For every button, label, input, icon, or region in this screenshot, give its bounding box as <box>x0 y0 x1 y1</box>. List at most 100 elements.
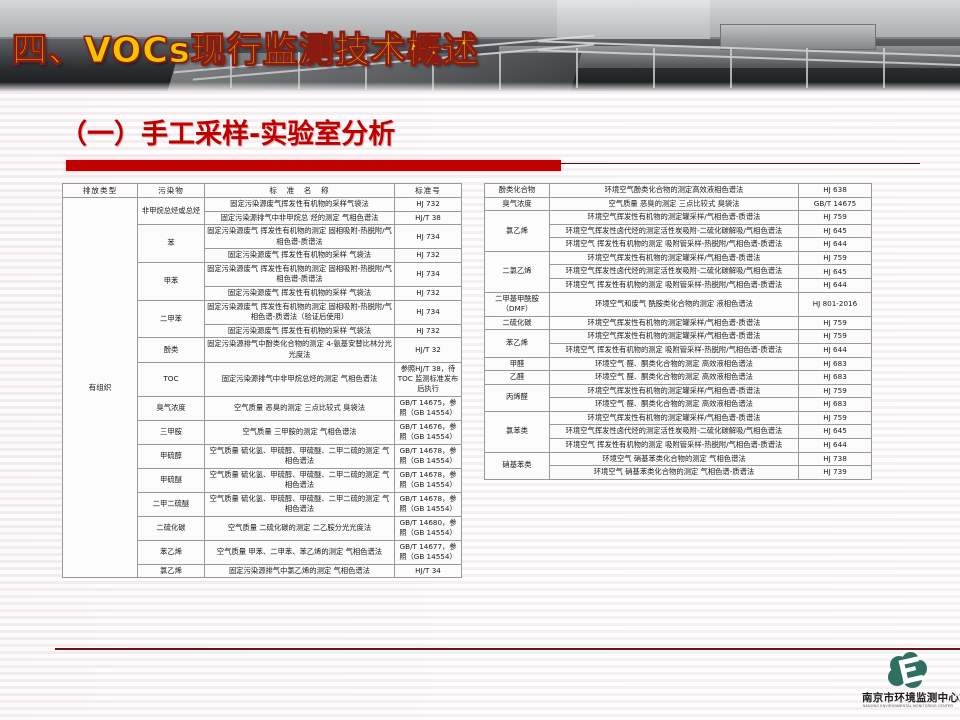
cell-standard-number: HJ 759 <box>798 410 872 426</box>
cell-standard-name: 环境空气挥发性有机物的测定罐采样/气相色谱-质谱法 <box>549 410 799 426</box>
title-underline-thin <box>561 163 920 164</box>
cell-standard-number: HJ/T 32 <box>394 337 462 363</box>
cell-pollutant: 甲苯 <box>137 261 205 301</box>
table-row: 氯苯类 环境空气挥发性有机物的测定罐采样/气相色谱-质谱法 HJ 759 <box>484 410 872 453</box>
col-header-standard-name: 标 准 名 称 <box>204 183 395 198</box>
cell-emission-type: 有组织 <box>62 196 138 579</box>
table-row: 苯乙烯 环境空气挥发性有机物的测定罐采样/气相色谱-质谱法 HJ 759 <box>484 329 872 358</box>
table-row: 二甲苯 固定污染源废气 挥发性有机物的测定 固相吸附-热脱附/气相色谱-质谱法（验… <box>63 299 462 339</box>
table-row: 有组织 非甲烷总烃或总烃 固定污染源废气挥发性有机物的采样气袋法 HJ 732 <box>62 196 462 579</box>
table-row: 丙烯醛 环境空气挥发性有机物的测定罐采样/气相色谱-质谱法 HJ 759 <box>484 383 872 412</box>
standards-table-left-wrapper: 排放类型 污染物 标 准 名 称 标准号 有组织 非甲烷总烃或总烃 固定污染源废气挥… <box>62 183 462 579</box>
banner-railing-post <box>297 52 300 90</box>
table-row: 二甲基甲酰胺（DMF） 环境空气和废气 酰胺类化合物的测定 液相色谱法 HJ 801… <box>484 291 872 317</box>
cell-standard-number: HJ 732 <box>394 286 462 301</box>
table-row: 硝基苯类 环境空气 硝基苯类化合物的测定 气相色谱法 HJ 738 <box>484 451 872 480</box>
header-banner-image <box>0 0 960 92</box>
cell-pollutant: 酚类 <box>137 337 205 363</box>
banner-railing-post <box>652 47 655 89</box>
cell-pollutant: 苯乙烯 <box>484 329 550 358</box>
cell-standard-name: 空气质量 甲苯、二甲苯、苯乙烯的测定 气相色谱法 <box>204 539 395 565</box>
cell-standard-name: 空气质量 恶臭的测定 三点比较式 臭袋法 <box>204 395 395 421</box>
banner-bottom-fade <box>0 82 960 92</box>
cell-pollutant: 甲硫醇 <box>137 443 205 469</box>
table-right-body: 酚类化合物 环境空气酚类化合物的测定高效液相色谱法 HJ 638 臭气浓度 空气质量 恶… <box>484 183 872 480</box>
cell-standard-number: HJ 732 <box>394 248 462 263</box>
cell-standard-number: HJ 644 <box>798 437 872 453</box>
section-subtitle: （一）手工采样-实验室分析 <box>60 119 396 150</box>
cell-standard-name: 固定污染源排气中氯乙烯的测定 气相色谱法 <box>204 563 395 579</box>
cell-pollutant: 酚类化合物 <box>484 183 550 198</box>
table-row: 臭气浓度 空气质量 恶臭的测定 三点比较式 臭袋法 GB/T 14675，参照（GB… <box>63 395 462 421</box>
table-row: 二硫化碳 环境空气挥发性有机物的测定罐采样/气相色谱-质谱法 HJ 759 <box>484 315 872 331</box>
cell-pollutant: 苯 <box>137 224 205 263</box>
table-row: 甲苯 固定污染源废气 挥发性有机物的测定 固相吸附-热脱附/气相色谱-质谱法 HJ … <box>63 261 462 301</box>
banner-railing-post <box>729 47 732 89</box>
cell-standard-number: HJ 734 <box>394 299 462 325</box>
table-left-head: 排放类型 污染物 标 准 名 称 标准号 <box>62 183 462 198</box>
cell-standard-number: GB/T 14676，参照（GB 14554） <box>394 419 462 445</box>
logo-name-chinese: 南京市环境监测中心站 <box>862 692 960 704</box>
cell-standard-number: HJ 645 <box>798 223 872 239</box>
cell-standard-name: 固定污染源废气挥发性有机物的采样气袋法 <box>204 197 395 212</box>
cell-standard-name: 固定污染源废气 挥发性有机物的采样 气袋法 <box>204 323 395 339</box>
cell-standard-number: GB/T 14675 <box>798 196 872 212</box>
cell-pollutant: 氯乙烯 <box>484 210 550 252</box>
table-row: 甲硫醚 空气质量 硫化氢、甲硫醇、甲硫醚、二甲二硫的测定 气相色谱法 GB/T 14… <box>63 467 462 493</box>
cell-standard-number: GB/T 14678，参照（GB 14554） <box>394 443 462 469</box>
table-left-body: 有组织 非甲烷总烃或总烃 固定污染源废气挥发性有机物的采样气袋法 HJ 732 固定污染… <box>62 196 462 579</box>
cell-standard-number: HJ 732 <box>394 323 462 339</box>
table-header-row: 排放类型 污染物 标 准 名 称 标准号 <box>62 183 462 198</box>
cell-pollutant: 二硫化碳 <box>484 315 550 331</box>
standards-table-right-wrapper: 酚类化合物 环境空气酚类化合物的测定高效液相色谱法 HJ 638 臭气浓度 空气质量 恶… <box>484 183 872 480</box>
cell-standard-number: HJ 738 <box>798 451 872 467</box>
cell-standard-name: 环境空气挥发性有机物的测定罐采样/气相色谱-质谱法 <box>549 250 799 266</box>
cell-standard-name: 固定污染源废气 挥发性有机物的采样 气袋法 <box>204 286 395 301</box>
banner-railing-post <box>576 47 578 89</box>
table-row: 二甲二硫醚 空气质量 硫化氢、甲硫醇、甲硫醚、二甲二硫的测定 气相色谱法 GB/T … <box>63 491 462 518</box>
cell-standard-name: 环境空气 挥发性有机物的测定 吸附管采样-热脱附/气相色谱-质谱法 <box>549 278 799 293</box>
cell-standard-name: 环境空气酚类化合物的测定高效液相色谱法 <box>549 183 799 198</box>
cell-standard-name: 环境空气挥发性有机物的测定罐采样/气相色谱-质谱法 <box>549 329 799 344</box>
cell-standard-number: 参照HJ/T 38，待TOC 监测标准发布后执行 <box>394 361 462 397</box>
cell-standard-number: HJ 759 <box>798 250 872 266</box>
cell-pollutant: 乙醛 <box>484 370 550 385</box>
page-title: 四、VOCs现行监测技术概述 <box>12 31 479 72</box>
table-row: 环境空气 醛、酮类化合物的测定 高效液相色谱法 HJ 683 <box>485 397 872 412</box>
table-row: 环境空气挥发性卤代烃的测定活性炭吸附-二硫化碳解吸/气相色谱法 HJ 645 <box>485 264 872 280</box>
cell-standard-number: HJ 683 <box>798 397 872 412</box>
table-row: 苯乙烯 空气质量 甲苯、二甲苯、苯乙烯的测定 气相色谱法 GB/T 14677，参照… <box>63 539 462 565</box>
cell-standard-name: 环境空气 硝基苯类化合物的测定 气相色谱-质谱法 <box>549 465 799 480</box>
banner-railing-post <box>364 53 367 91</box>
cell-standard-name: 固定污染源排气中非甲烷总 烃的测定 气相色谱法 <box>204 210 395 226</box>
col-header-standard-no: 标准号 <box>394 183 462 198</box>
cell-standard-number: GB/T 14677，参照（GB 14554） <box>394 539 462 565</box>
table-row: 二氯乙烯 环境空气挥发性有机物的测定罐采样/气相色谱-质谱法 HJ 759 <box>484 250 872 293</box>
banner-railing-post <box>883 47 886 89</box>
table-row: 环境空气挥发性卤代烃的测定活性炭吸附-二硫化碳解吸/气相色谱法 HJ 645 <box>485 223 872 239</box>
table-row: 氯乙烯 环境空气挥发性有机物的测定罐采样/气相色谱-质谱法 HJ 759 <box>484 210 872 252</box>
cell-pollutant: 二硫化碳 <box>137 516 205 541</box>
table-row: 环境空气 硝基苯类化合物的测定 气相色谱-质谱法 HJ 739 <box>485 465 872 480</box>
cell-standard-number: HJ 739 <box>798 465 872 480</box>
cell-standard-number: HJ 683 <box>798 370 872 385</box>
cell-standard-number: HJ 732 <box>394 197 462 212</box>
cell-standard-name: 环境空气 硝基苯类化合物的测定 气相色谱法 <box>549 451 799 467</box>
col-header-pollutant: 污染物 <box>137 183 205 198</box>
cell-standard-name: 环境空气 醛、酮类化合物的测定 高效液相色谱法 <box>549 356 799 372</box>
cell-standard-name: 环境空气 醛、酮类化合物的测定 高效液相色谱法 <box>549 370 799 385</box>
banner-railing-post <box>806 47 809 89</box>
cell-standard-number: HJ 644 <box>798 278 872 293</box>
cell-pollutant: 二甲苯 <box>137 299 205 339</box>
cell-standard-name: 环境空气挥发性有机物的测定罐采样/气相色谱-质谱法 <box>549 383 799 399</box>
cell-standard-name: 环境空气挥发性有机物的测定罐采样/气相色谱-质谱法 <box>549 210 799 225</box>
cell-standard-name: 环境空气 挥发性有机物的测定 吸附管采样-热脱附/气相色谱-质谱法 <box>549 437 799 453</box>
cell-standard-name: 空气质量 二硫化碳的测定 二乙胺分光光度法 <box>204 516 395 541</box>
cell-standard-name: 环境空气挥发性卤代烃的测定活性炭吸附-二硫化碳解吸/气相色谱法 <box>549 264 799 280</box>
cell-pollutant: 氯苯类 <box>484 410 550 453</box>
table-row: 甲硫醇 空气质量 硫化氢、甲硫醇、甲硫醚、二甲二硫的测定 气相色谱法 GB/T 14… <box>63 443 462 469</box>
col-header-emission-type: 排放类型 <box>62 183 138 198</box>
cell-standard-number: HJ 645 <box>798 424 872 439</box>
cell-standard-number: GB/T 14678，参照（GB 14554） <box>394 467 462 493</box>
cell-standard-number: HJ 683 <box>798 356 872 372</box>
